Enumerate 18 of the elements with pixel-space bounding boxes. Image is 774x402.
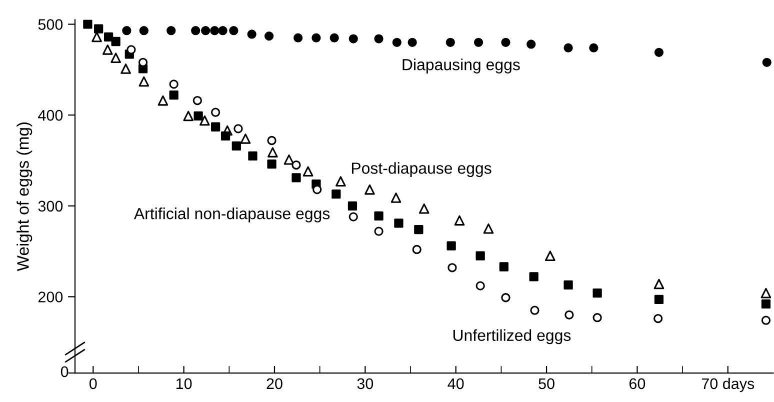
series-label: Diapausing eggs <box>402 58 520 74</box>
x-tick-label: 30 <box>357 378 374 390</box>
x-tick-label: 20 <box>266 378 282 390</box>
y-tick-label: 300 <box>38 200 63 212</box>
text: 0 <box>60 366 68 378</box>
y-tick-label: 400 <box>38 110 63 121</box>
y-axis-title: Weight of eggs (mg) <box>16 122 32 272</box>
series-label: Post-diapause eggs <box>352 162 492 178</box>
series-label: Artificial non-diapause eggs <box>134 208 330 222</box>
y-tick-label: 500 <box>38 19 63 30</box>
x-tick-label: 40 <box>448 378 464 390</box>
x-tick-label: 50 <box>538 378 554 390</box>
y-tick-label: 200 <box>38 292 63 302</box>
x-tick-label: 10 <box>176 378 192 390</box>
x-tick-label: 70 days <box>702 378 754 392</box>
x-tick-label: 0 <box>89 378 97 390</box>
x-tick-label: 60 <box>629 378 646 390</box>
series-label: Unfertilized eggs <box>453 329 571 344</box>
